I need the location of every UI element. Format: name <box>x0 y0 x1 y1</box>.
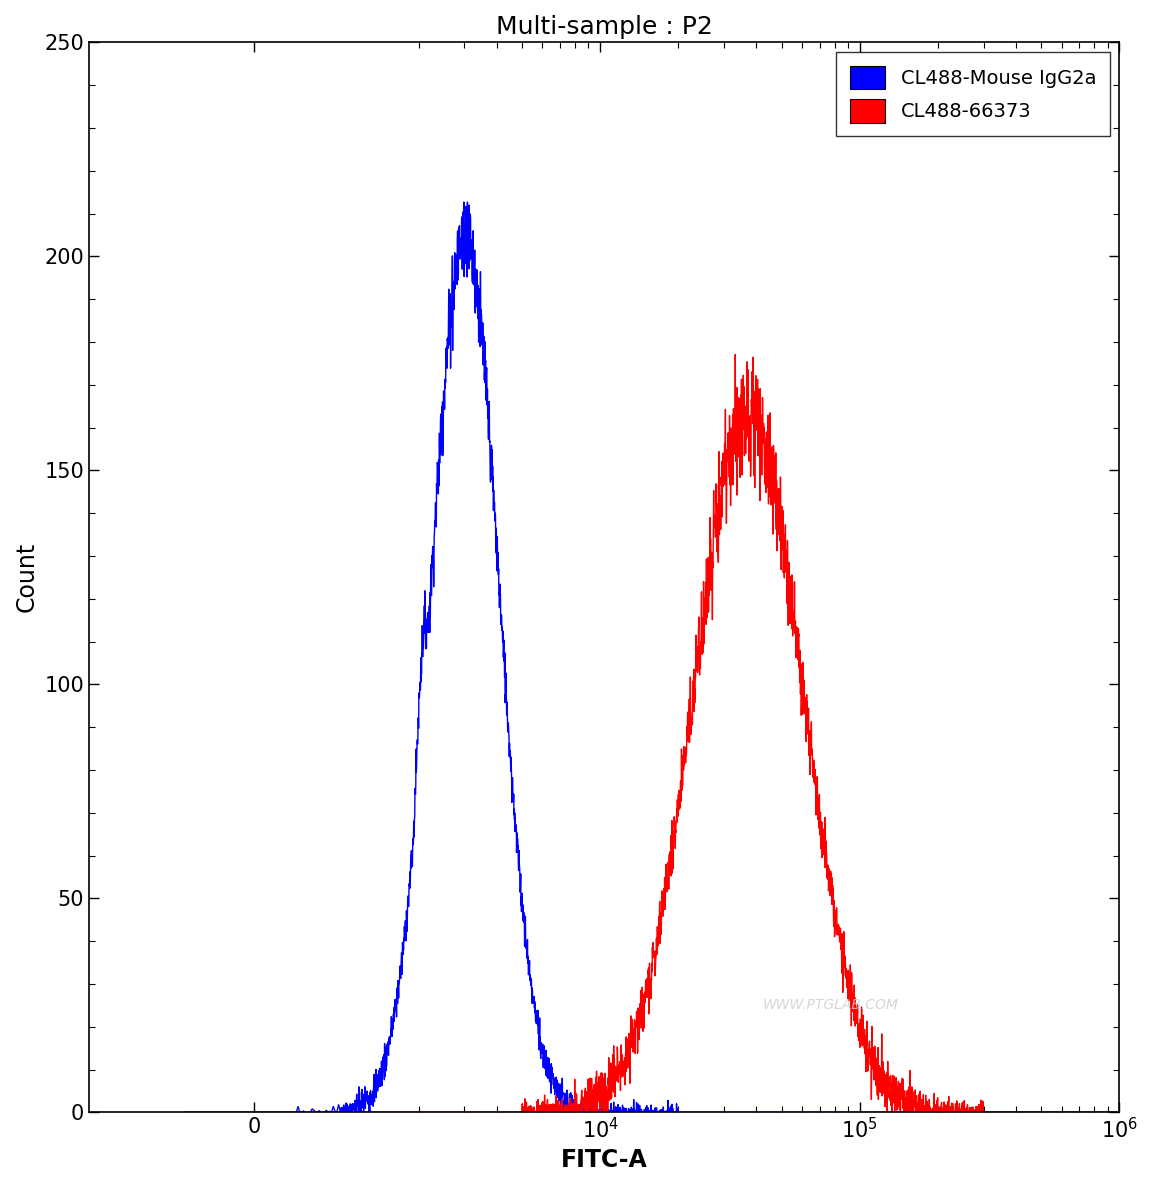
Y-axis label: Count: Count <box>15 542 39 612</box>
X-axis label: FITC-A: FITC-A <box>560 1148 648 1172</box>
Legend: CL488-Mouse IgG2a, CL488-66373: CL488-Mouse IgG2a, CL488-66373 <box>836 52 1109 137</box>
Text: WWW.PTGLAB.COM: WWW.PTGLAB.COM <box>763 998 899 1013</box>
Title: Multi-sample : P2: Multi-sample : P2 <box>496 15 713 39</box>
